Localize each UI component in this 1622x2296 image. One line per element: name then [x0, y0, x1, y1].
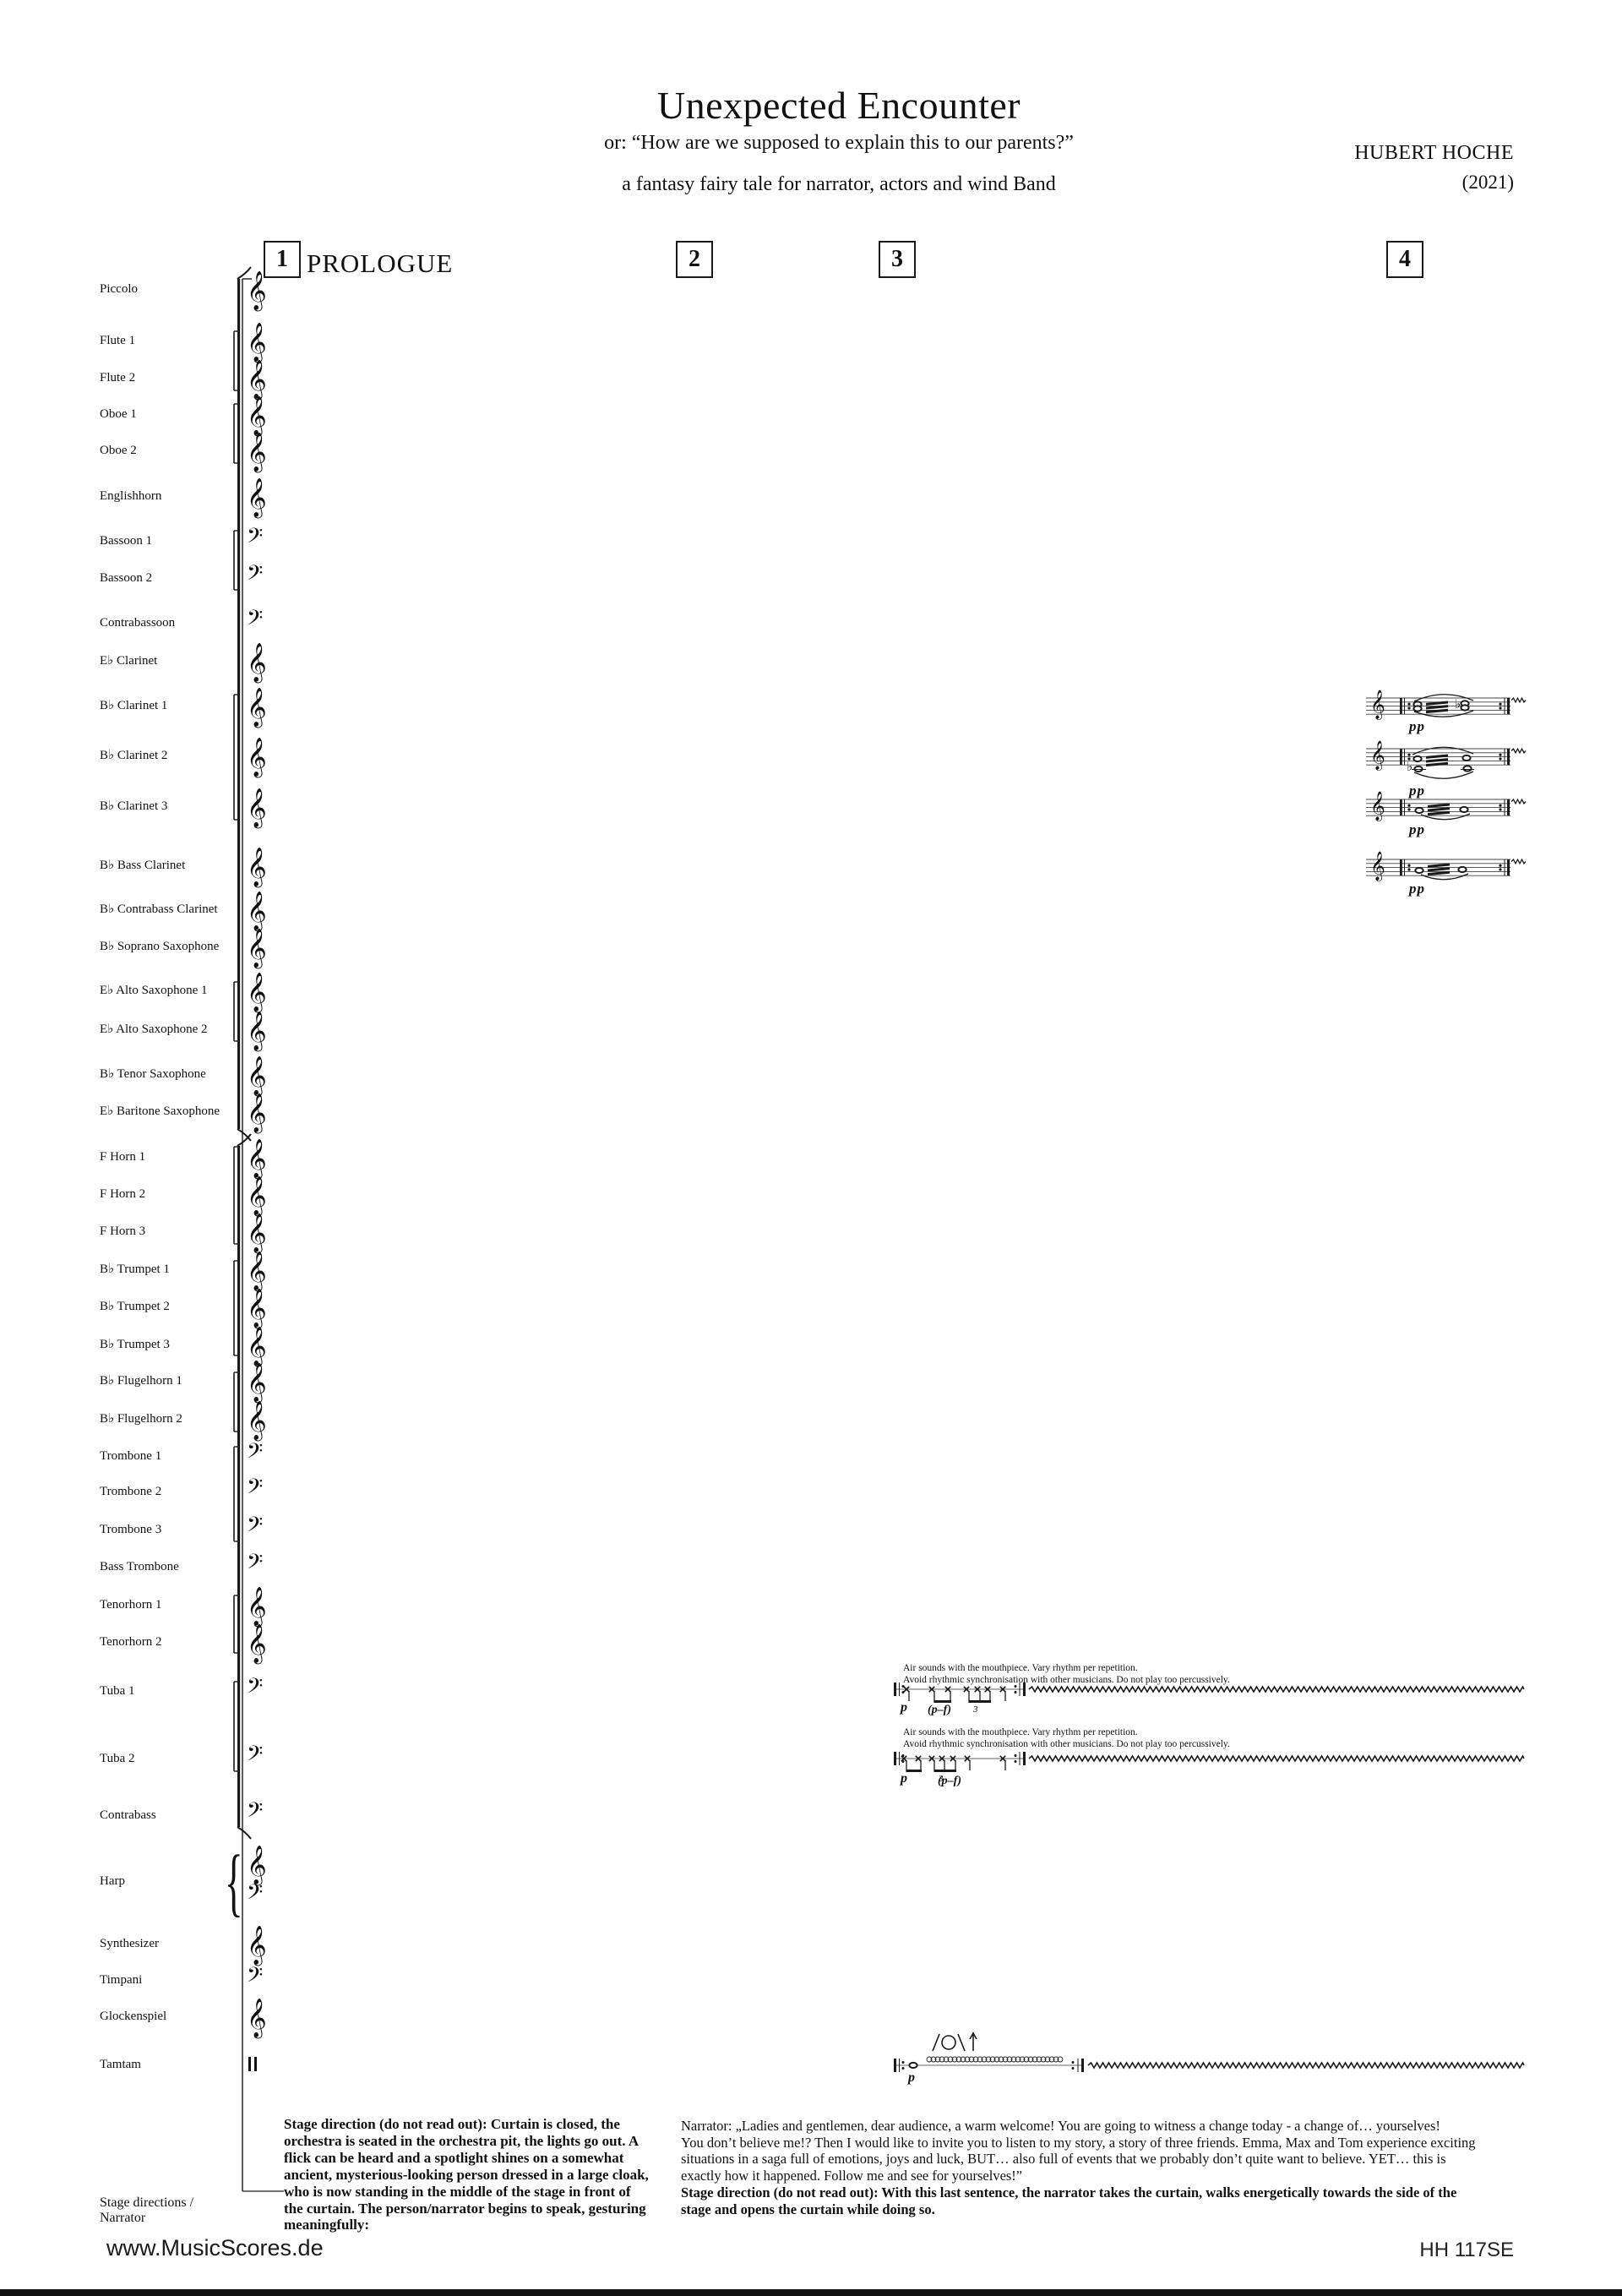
page-tagline: a fantasy fairy tale for narrator, actor…: [622, 173, 1056, 195]
instrument-label: E♭ Alto Saxophone 1: [100, 984, 208, 997]
page-subtitle: or: “How are we supposed to explain this…: [604, 132, 1074, 154]
narrator-part-label: Stage directions / Narrator: [100, 2195, 194, 2225]
instrument-label: B♭ Flugelhorn 1: [100, 1374, 182, 1388]
narrator-stage-direction-text: Stage direction (do not read out): With …: [681, 2184, 1457, 2217]
instrument-label: Glockenspiel: [100, 2010, 167, 2023]
instrument-label: Synthesizer: [100, 1937, 159, 1950]
instrument-label: B♭ Clarinet 1: [100, 699, 168, 712]
dynamic-pp: pp: [1409, 718, 1425, 734]
instrument-label: Bass Trombone: [100, 1560, 179, 1573]
instrument-label: B♭ Flugelhorn 2: [100, 1412, 182, 1426]
instrument-label: B♭ Clarinet 3: [100, 799, 168, 813]
instrument-label: B♭ Trumpet 3: [100, 1338, 170, 1351]
tuba2-instruction-text: Air sounds with the mouthpiece. Vary rhy…: [903, 1727, 1230, 1749]
instrument-label: Harp: [100, 1874, 125, 1888]
instrument-label: B♭ Bass Clarinet: [100, 859, 186, 872]
triplet-number: 3: [939, 1774, 944, 1784]
treble-clef-icon: 𝄞: [1370, 690, 1385, 721]
instrument-label: Tenorhorn 1: [100, 1598, 162, 1612]
measure-number-box-1: 1: [264, 241, 301, 278]
section-title-prologue: PROLOGUE: [307, 248, 454, 278]
instrument-label: Flute 1: [100, 334, 136, 347]
page-title: Unexpected Encounter: [656, 84, 1021, 127]
measure-number-box-3: 3: [879, 241, 916, 278]
measure-number-box-4: 4: [1386, 241, 1423, 278]
catalog-number: HH 117SE: [1419, 2239, 1514, 2261]
instrument-label: F Horn 1: [100, 1150, 146, 1164]
tuba1-instruction-text: Air sounds with the mouthpiece. Vary rhy…: [903, 1663, 1230, 1685]
instrument-label: Tuba 2: [100, 1752, 135, 1765]
instrument-label: Tamtam: [100, 2058, 141, 2071]
instrument-label: Trombone 3: [100, 1523, 162, 1536]
stage-direction-text: Stage direction (do not read out): Curta…: [284, 2116, 649, 2233]
instrument-label: B♭ Tenor Saxophone: [100, 1067, 206, 1081]
instrument-label: Englishhorn: [100, 489, 162, 503]
dynamic-p-f: (p–f): [938, 1775, 961, 1787]
instrument-label: Bassoon 1: [100, 534, 153, 548]
dynamic-p: p: [901, 1700, 907, 1715]
percussion-clef-icon: [248, 2057, 257, 2071]
instrument-label: F Horn 2: [100, 1187, 146, 1201]
instrument-label: Contrabass: [100, 1808, 156, 1822]
instrument-label: B♭ Trumpet 2: [100, 1300, 170, 1313]
page-bottom-edge: [0, 2289, 1622, 2296]
dynamic-pp: pp: [1409, 821, 1425, 837]
dynamic-p: p: [901, 1771, 907, 1786]
instrument-label: Bassoon 2: [100, 571, 153, 585]
instrument-label: Piccolo: [100, 282, 138, 296]
treble-clef-icon: 𝄞: [1370, 852, 1385, 882]
triplet-number: 3: [973, 1704, 978, 1715]
publisher-website: www.MusicScores.de: [106, 2235, 324, 2261]
instrument-label: B♭ Soprano Saxophone: [100, 940, 220, 953]
instrument-label: Tenorhorn 2: [100, 1635, 162, 1649]
instrument-label: E♭ Alto Saxophone 2: [100, 1023, 208, 1036]
composer-name: HUBERT HOCHE: [1354, 142, 1514, 164]
instrument-label: F Horn 3: [100, 1224, 146, 1238]
instrument-label: Oboe 1: [100, 407, 137, 421]
treble-clef-icon: 𝄞: [1370, 792, 1385, 822]
instrument-label: Contrabassoon: [100, 616, 176, 630]
composition-year: (2021): [1461, 172, 1514, 193]
dynamic-pp: pp: [1409, 783, 1425, 799]
instrument-label: Trombone 1: [100, 1449, 162, 1463]
instrument-label: Oboe 2: [100, 444, 137, 457]
instrument-label: E♭ Clarinet: [100, 654, 158, 668]
instrument-label: Trombone 2: [100, 1485, 162, 1498]
instrument-label: B♭ Contrabass Clarinet: [100, 903, 218, 916]
dynamic-p-f: (p–f): [928, 1704, 951, 1716]
instrument-label: B♭ Clarinet 2: [100, 749, 168, 762]
measure-number-box-2: 2: [676, 241, 713, 278]
instrument-label: Timpani: [100, 1973, 143, 1987]
instrument-label: B♭ Trumpet 1: [100, 1263, 170, 1276]
instrument-label: Tuba 1: [100, 1684, 135, 1698]
narrator-text: Narrator: „Ladies and gentlemen, dear au…: [681, 2118, 1476, 2184]
instrument-label: E♭ Baritone Saxophone: [100, 1104, 220, 1118]
dynamic-p: p: [908, 2070, 915, 2085]
dynamic-pp: pp: [1409, 881, 1425, 897]
instrument-label: Flute 2: [100, 371, 136, 384]
treble-clef-icon: 𝄞: [1370, 741, 1385, 772]
